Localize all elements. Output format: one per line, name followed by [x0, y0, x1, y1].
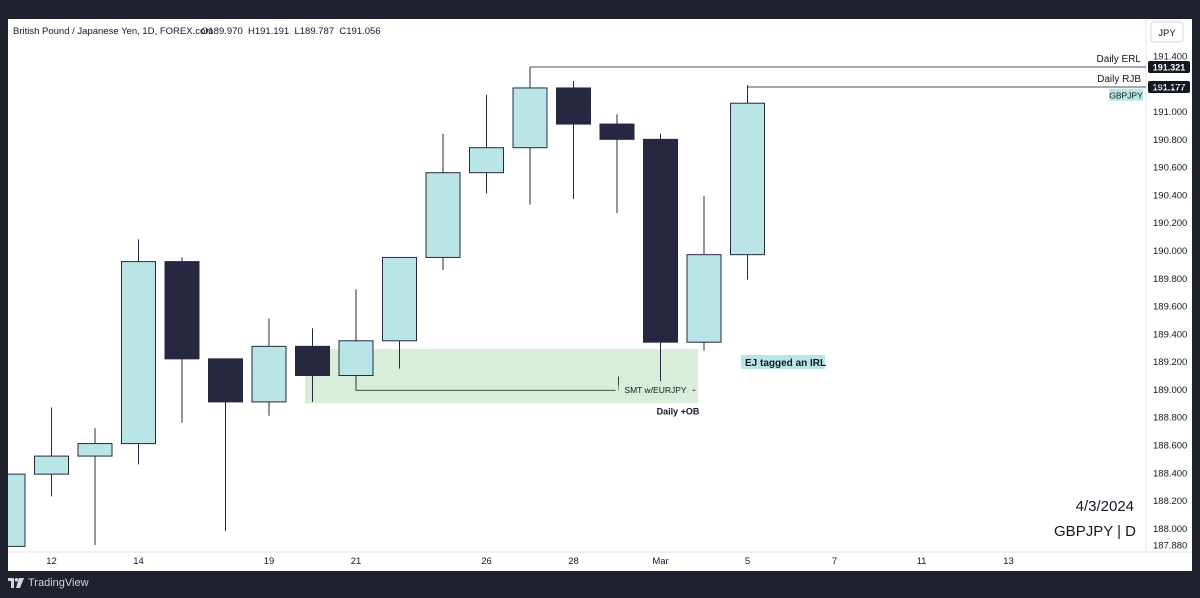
candle-body — [121, 261, 156, 445]
candle-body — [251, 345, 287, 403]
candle-bullish — [730, 85, 765, 280]
candle-body — [208, 358, 243, 403]
time-tick-label: 28 — [568, 556, 579, 567]
candle-body — [34, 455, 69, 475]
price-tick-label: 187.880 — [1153, 541, 1187, 552]
candle-body — [382, 256, 417, 342]
time-tick-label: 21 — [351, 556, 362, 567]
level-layer: Daily ERL 191.321 Daily RJB 191.177 GBPJPY — [530, 54, 1190, 101]
price-tick-label: 190.200 — [1153, 218, 1187, 229]
candle-body — [425, 172, 461, 258]
candle-bearish — [599, 114, 635, 213]
candle-layer — [8, 67, 765, 547]
candle-bullish — [8, 473, 26, 547]
level-price-tag — [1148, 80, 1190, 93]
candle-bearish — [208, 358, 243, 532]
gbpjpy-tag-label: GBPJPY — [1109, 90, 1143, 100]
price-tick-label: 188.200 — [1153, 496, 1187, 507]
candle-bullish — [469, 94, 504, 194]
price-tick-label: 191.400 — [1153, 52, 1187, 63]
candle-body — [8, 473, 26, 547]
tradingview-logo-icon — [8, 578, 24, 588]
candle-bearish — [164, 257, 200, 423]
footer-bar: TradingView — [0, 571, 1200, 598]
candle-body — [556, 87, 591, 125]
candle-bullish — [686, 196, 722, 351]
price-tick-label: 190.800 — [1153, 135, 1187, 146]
candle-bearish — [556, 81, 591, 200]
candle-body — [164, 261, 200, 360]
ej-annotation[interactable]: EJ tagged an IRL — [741, 355, 826, 369]
level-price-label: 191.321 — [1153, 62, 1186, 72]
time-axis[interactable]: 12 14 19 21 26 28 Mar 5 7 11 13 — [46, 556, 1014, 567]
watermark-ticker: GBPJPY | D — [1054, 523, 1136, 540]
time-tick-label: Mar — [652, 556, 668, 567]
time-tick-label: 12 — [46, 556, 57, 567]
price-tick-label: 189.600 — [1153, 302, 1187, 313]
level-price-label: 191.177 — [1153, 82, 1186, 92]
time-tick-label: 13 — [1003, 556, 1014, 567]
price-tick-label: 189.200 — [1153, 357, 1187, 368]
candle-body — [686, 254, 722, 343]
currency-button[interactable]: JPY — [1150, 21, 1184, 43]
level-price-tag — [1148, 60, 1190, 73]
time-tick-label: 14 — [133, 556, 144, 567]
gbpjpy-tag — [1109, 88, 1143, 101]
price-tick-label: 191.200 — [1153, 79, 1187, 90]
candle-bearish — [295, 328, 330, 402]
price-tick-label: 190.400 — [1153, 190, 1187, 201]
smt-label: SMT w/EURJPY — [624, 385, 687, 395]
price-tick-label: 191.000 — [1153, 107, 1187, 118]
time-tick-label: 19 — [264, 556, 275, 567]
price-tick-label: 189.800 — [1153, 274, 1187, 285]
time-tick-label: 26 — [481, 556, 492, 567]
candle-body — [338, 340, 374, 377]
price-tick-label: 189.400 — [1153, 329, 1187, 340]
candle-bullish — [34, 407, 69, 497]
chart-panel[interactable]: Daily +OB SMT w/EURJPY Daily ERL 191.321 Da… — [8, 19, 1192, 571]
watermark-date: 4/3/2024 — [1076, 498, 1134, 515]
price-tick-label: 188.400 — [1153, 468, 1187, 479]
price-tick-label: 188.000 — [1153, 524, 1187, 535]
candle-body — [469, 147, 504, 174]
candle-body — [599, 123, 635, 140]
price-tick-label: 190.600 — [1153, 163, 1187, 174]
time-tick-label: 11 — [917, 556, 927, 567]
candle-body — [643, 138, 678, 343]
ohlc-values: O189.970 H191.191 L189.787 C191.056 — [201, 26, 381, 37]
daily-ob-label: Daily +OB — [657, 406, 700, 416]
level-name: Daily ERL — [1097, 54, 1142, 65]
candle-body — [77, 443, 113, 457]
candle-bullish — [121, 239, 156, 465]
currency-button-label: JPY — [1158, 28, 1176, 39]
candle-body — [295, 345, 330, 377]
candle-bearish — [643, 133, 678, 382]
candle-body — [512, 87, 548, 149]
price-tick-label: 188.600 — [1153, 440, 1187, 451]
candle-bullish — [382, 256, 417, 369]
candle-bullish — [512, 67, 548, 205]
ej-annotation-label: EJ tagged an IRL — [745, 358, 826, 369]
candle-bullish — [338, 289, 374, 386]
candle-bullish — [77, 428, 113, 545]
time-tick-label: 5 — [745, 556, 750, 567]
price-tick-label: 189.000 — [1153, 385, 1187, 396]
time-tick-label: 7 — [832, 556, 837, 567]
candle-bullish — [251, 318, 287, 416]
smt-label-bg — [618, 385, 693, 396]
tradingview-brand: TradingView — [28, 577, 89, 589]
tradingview-logo[interactable]: TradingView — [8, 577, 89, 589]
price-tick-label: 190.000 — [1153, 246, 1187, 257]
symbol-title: British Pound / Japanese Yen, 1D, FOREX.… — [13, 26, 213, 37]
price-tick-label: 188.800 — [1153, 413, 1187, 424]
candle-bullish — [425, 133, 461, 270]
level-name: Daily RJB — [1097, 74, 1141, 85]
price-axis[interactable]: 191.400 191.200 191.000 190.800 190.600 190.4… — [1153, 52, 1187, 552]
candle-body — [730, 102, 765, 256]
